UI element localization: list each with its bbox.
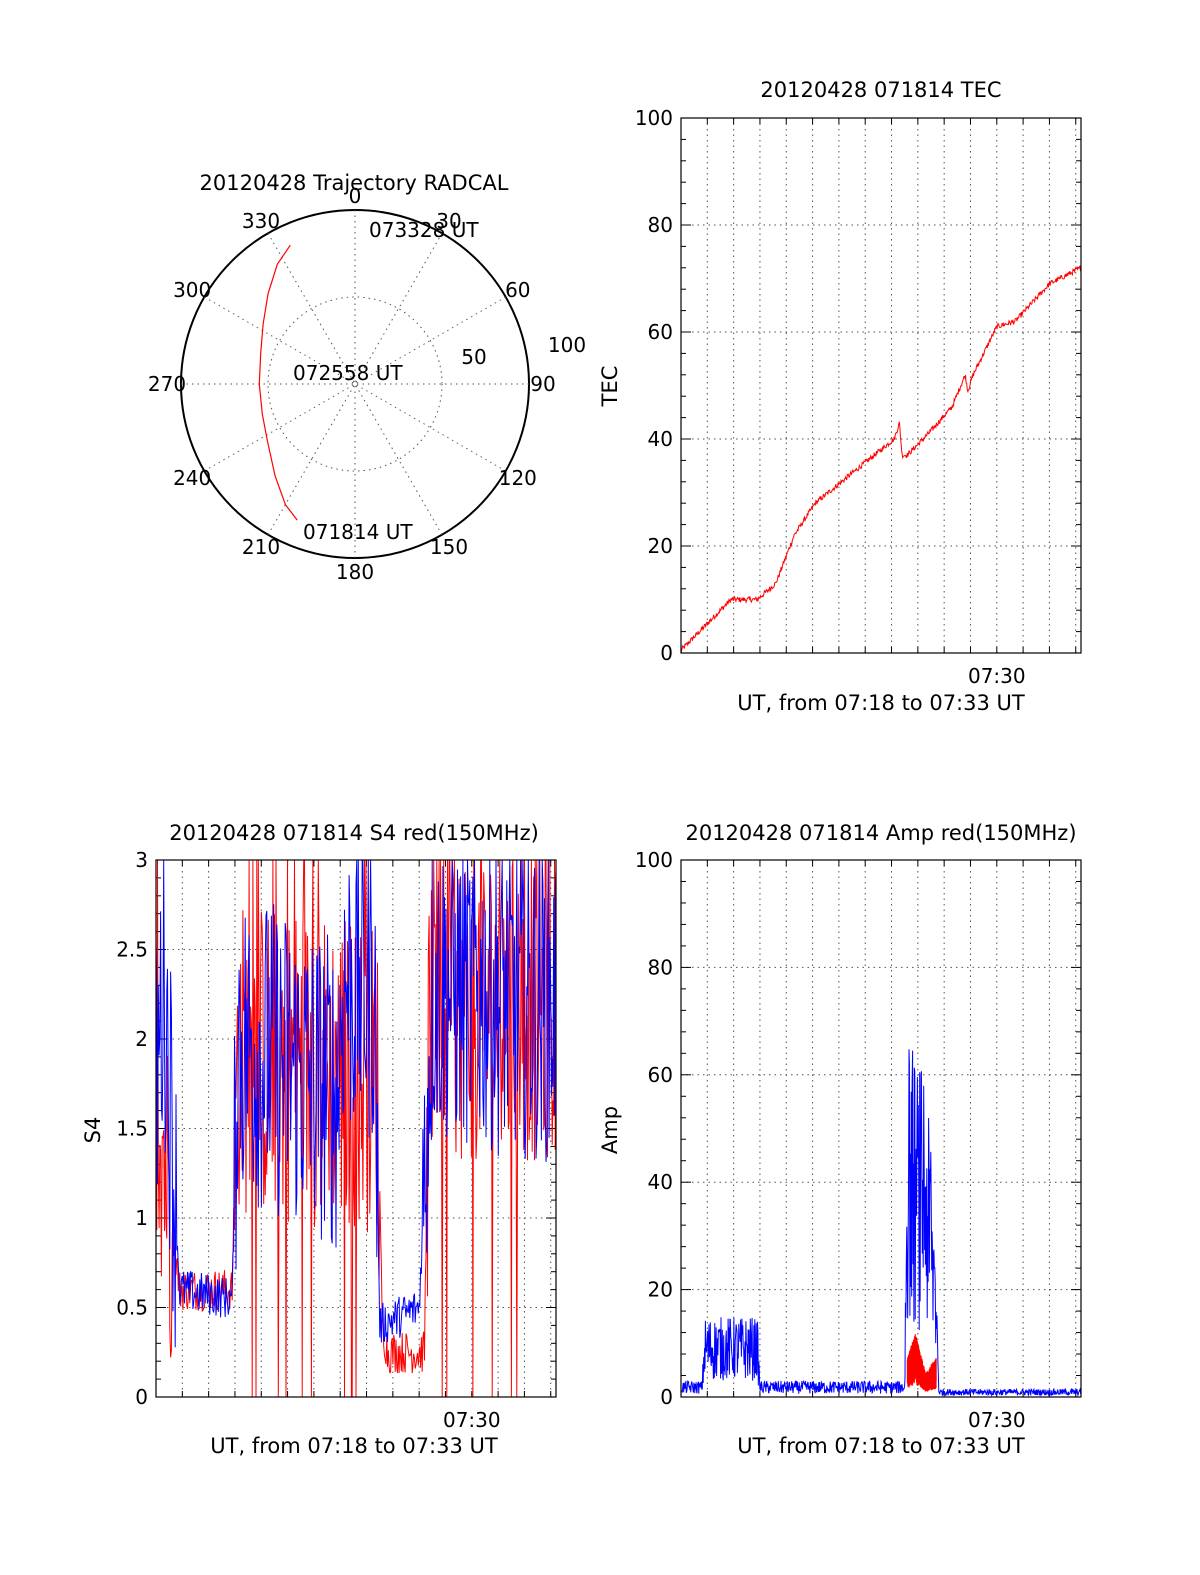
tec-frame — [680, 117, 1082, 654]
s4-title: 20120428 071814 S4 red(150MHz) — [169, 821, 539, 845]
s4-ytick-label: 1 — [135, 1206, 148, 1230]
tec-ytick-label: 80 — [648, 213, 673, 237]
polar-angle-label: 30 — [436, 209, 461, 233]
s4-plot-area: 0 0.5 1 1.5 2 2.5 3 07:30 — [116, 848, 557, 1432]
tec-ytick-label: 60 — [648, 320, 673, 344]
s4-series-blue — [155, 858, 557, 1348]
amp-ytick-label: 20 — [648, 1278, 673, 1302]
s4-xlabel: UT, from 07:18 to 07:33 UT — [210, 1434, 498, 1458]
trajectory-polar-plot: 20120428 Trajectory RADCAL 0 30 60 90 120 150… — [148, 171, 586, 584]
tec-panel: 20120428 071814 TEC 0 20 40 60 80 100 07:30 TE… — [598, 78, 1082, 715]
s4-frame — [155, 859, 557, 1398]
tec-plot-area: 0 20 40 60 80 100 07:30 — [635, 106, 1082, 688]
polar-angle-label: 90 — [530, 372, 555, 396]
tec-xtick-label: 07:30 — [968, 664, 1026, 688]
amp-xtick-label: 07:30 — [968, 1408, 1026, 1432]
s4-ytick-label: 2.5 — [116, 938, 148, 962]
tec-ytick-label: 20 — [648, 534, 673, 558]
amp-frame — [680, 859, 1082, 1398]
amp-title: 20120428 071814 Amp red(150MHz) — [685, 821, 1076, 845]
tec-ytick-label: 100 — [635, 106, 673, 130]
polar-angle-label: 300 — [173, 278, 211, 302]
tec-series-line — [680, 264, 1082, 653]
s4-panel: 20120428 071814 S4 red(150MHz) 0 0.5 1 1.5 2… — [81, 821, 557, 1458]
polar-angle-label: 0 — [349, 184, 362, 208]
radial-label-50: 50 — [461, 345, 486, 369]
polar-angle-label: 120 — [499, 466, 537, 490]
trajectory-start-label: 071814 UT — [303, 520, 413, 544]
amp-ytick-label: 100 — [635, 848, 673, 872]
amp-ylabel: Amp — [598, 1106, 622, 1154]
tec-xlabel: UT, from 07:18 to 07:33 UT — [737, 691, 1025, 715]
amp-ytick-label: 60 — [648, 1063, 673, 1087]
polar-inner-ring — [267, 296, 443, 472]
s4-xtick-label: 07:30 — [443, 1408, 501, 1432]
amp-ytick-label: 80 — [648, 955, 673, 979]
polar-angle-label: 330 — [242, 209, 280, 233]
s4-ytick-label: 0 — [135, 1385, 148, 1409]
amp-series-red — [906, 1334, 937, 1392]
trajectory-title: 20120428 Trajectory RADCAL — [200, 171, 509, 195]
s4-ytick-label: 3 — [135, 848, 148, 872]
polar-angle-label: 240 — [173, 466, 211, 490]
tec-ytick-label: 0 — [660, 641, 673, 665]
amp-plot-area: 0 20 40 60 80 100 07:30 — [635, 848, 1082, 1432]
amp-panel: 20120428 071814 Amp red(150MHz) 0 20 40 60 8… — [598, 821, 1082, 1458]
amp-xlabel: UT, from 07:18 to 07:33 UT — [737, 1434, 1025, 1458]
amp-ytick-label: 0 — [660, 1385, 673, 1409]
trajectory-end-label: 073328 UT — [369, 218, 479, 242]
polar-angle-label: 60 — [505, 278, 530, 302]
tec-ylabel: TEC — [598, 366, 622, 408]
amp-ytick-label: 40 — [648, 1170, 673, 1194]
tec-title: 20120428 071814 TEC — [760, 78, 1001, 102]
trajectory-mid-label: 072558 UT — [293, 361, 403, 385]
polar-angle-label: 180 — [336, 560, 374, 584]
amp-series-blue — [680, 1049, 1082, 1398]
radial-label-100: 100 — [548, 333, 586, 357]
polar-angle-labels: 0 30 60 90 120 150 180 210 240 270 300 330 — [148, 184, 556, 584]
s4-ytick-label: 1.5 — [116, 1117, 148, 1141]
tec-ytick-label: 40 — [648, 427, 673, 451]
polar-angle-label: 150 — [430, 535, 468, 559]
s4-ytick-label: 2 — [135, 1027, 148, 1051]
s4-ylabel: S4 — [81, 1117, 105, 1144]
trajectory-line — [258, 244, 298, 521]
s4-ytick-label: 0.5 — [116, 1296, 148, 1320]
polar-angle-label: 270 — [148, 372, 186, 396]
polar-angle-label: 210 — [242, 535, 280, 559]
